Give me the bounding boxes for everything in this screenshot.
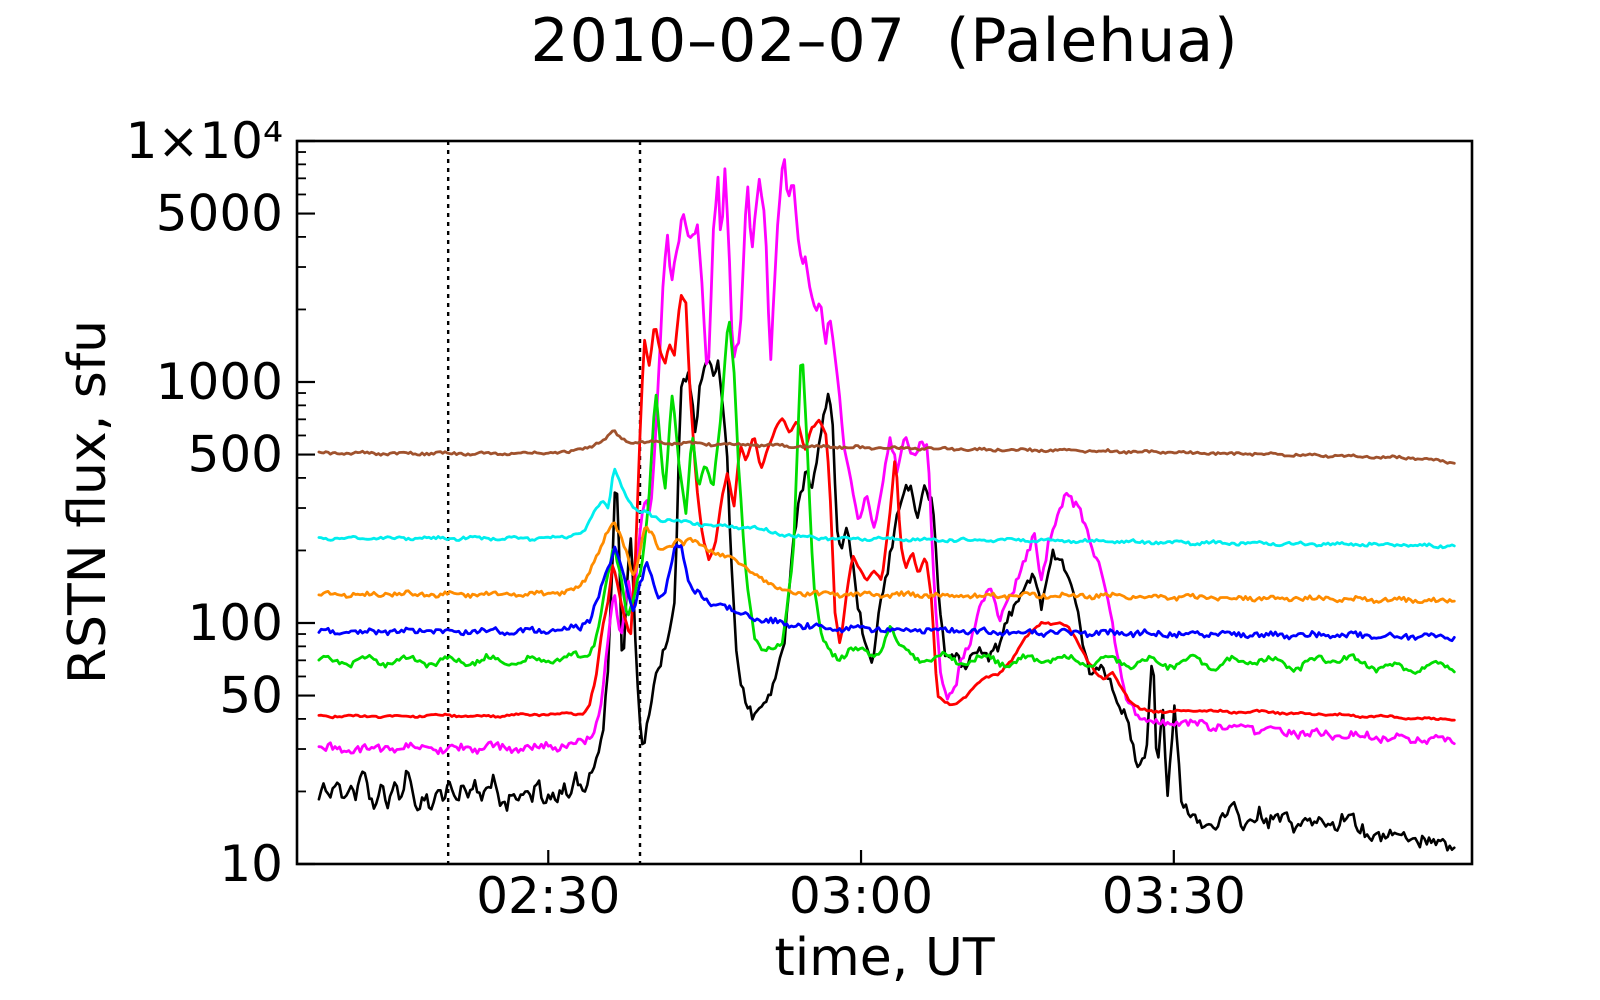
y-tick-label: 100 [188, 594, 283, 652]
series-magenta [317, 158, 1456, 756]
series-red [317, 293, 1456, 722]
x-tick-label: 02:30 [476, 867, 620, 925]
y-tick-label: 50 [219, 667, 283, 725]
series-black [317, 359, 1456, 852]
y-axis-label: RSTN flux, sfu [58, 319, 118, 685]
y-tick-label: 1×10⁴ [126, 112, 283, 170]
x-axis-label: time, UT [774, 928, 995, 988]
y-tick-label: 5000 [156, 185, 283, 243]
series-cyan [317, 467, 1456, 550]
series-blue [317, 543, 1456, 643]
y-tick-label: 500 [188, 426, 283, 484]
series-orange [317, 521, 1456, 604]
y-tick-label: 1000 [156, 353, 283, 411]
chart-title: 2010–02–07 (Palehua) [530, 6, 1239, 76]
x-tick-label: 03:30 [1102, 867, 1246, 925]
x-tick-label: 03:00 [789, 867, 933, 925]
series-green [317, 320, 1456, 675]
y-tick-label: 10 [219, 835, 283, 893]
series-brown [317, 429, 1456, 465]
